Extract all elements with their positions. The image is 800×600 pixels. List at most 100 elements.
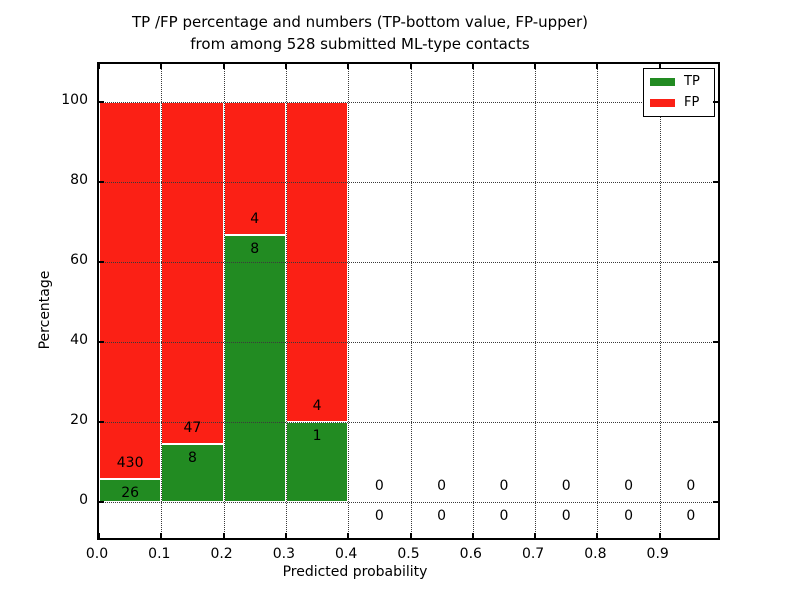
gridline-y-100 xyxy=(99,102,718,103)
gridline-x-0.7 xyxy=(535,64,537,538)
x-tick-top-0.6 xyxy=(471,64,474,69)
x-tick-top-0.3 xyxy=(284,64,287,69)
tp-count-label: 8 xyxy=(187,449,197,466)
fp-count-label: 430 xyxy=(116,455,144,472)
tp-count-label: 8 xyxy=(250,241,260,258)
x-tick-label-0.7: 0.7 xyxy=(521,546,545,562)
legend-label-TP: TP xyxy=(684,74,700,89)
fp-count-label: 4 xyxy=(250,211,260,228)
gridline-y-60 xyxy=(99,262,718,263)
fp-count-label: 4 xyxy=(312,398,322,414)
y-tick-right-20 xyxy=(713,421,718,423)
tp-bar-bin-0.2 xyxy=(223,235,286,502)
fp-count-label: 0 xyxy=(374,478,384,494)
x-tick-label-0.3: 0.3 xyxy=(272,546,296,562)
fp-bar-bin-0.1 xyxy=(161,102,224,444)
x-tick-label-0.2: 0.2 xyxy=(210,546,233,562)
fp-count-label: 0 xyxy=(561,478,571,494)
gridline-x-0.9 xyxy=(659,64,661,538)
y-tick-left-60 xyxy=(99,261,104,263)
x-tick-bottom-0.7 xyxy=(534,533,537,538)
legend-row-TP: TP xyxy=(650,75,707,89)
gridline-x-0.2 xyxy=(223,64,225,538)
fp-count-label: 0 xyxy=(686,478,696,494)
fp-bar-bin-0.0 xyxy=(99,102,162,480)
y-tick-label-20: 20 xyxy=(70,412,88,428)
x-axis-label: Predicted probability xyxy=(282,564,428,580)
y-tick-label-40: 40 xyxy=(70,332,88,348)
x-tick-label-0.6: 0.6 xyxy=(459,546,482,562)
y-tick-right-100 xyxy=(713,101,718,103)
gridline-y-0 xyxy=(99,502,718,503)
gridline-x-0.5 xyxy=(410,64,412,538)
x-tick-bottom-0.3 xyxy=(284,533,287,538)
chart-title-line1: TP /FP percentage and numbers (TP-bottom… xyxy=(132,13,588,31)
y-tick-left-80 xyxy=(99,181,104,183)
x-tick-bottom-0.0 xyxy=(98,533,100,538)
x-tick-top-0.7 xyxy=(534,64,537,69)
tp-count-label: 0 xyxy=(437,508,447,524)
tp-count-label: 0 xyxy=(686,508,696,524)
chart-title-line2: from among 528 submitted ML-type contact… xyxy=(190,35,530,53)
tp-bar-bin-0.0 xyxy=(99,479,162,502)
fp-count-label: 47 xyxy=(183,419,202,436)
y-tick-left-0 xyxy=(99,501,104,503)
gridline-x-0.3 xyxy=(285,64,287,538)
gridline-x-0.8 xyxy=(597,64,599,538)
y-tick-left-20 xyxy=(99,421,104,423)
x-tick-top-0.4 xyxy=(347,64,350,69)
gridline-x-0.6 xyxy=(472,64,474,538)
y-tick-left-100 xyxy=(99,101,104,103)
x-tick-top-0.1 xyxy=(160,64,163,69)
x-tick-top-0.9 xyxy=(658,64,661,69)
x-tick-label-0.9: 0.9 xyxy=(646,546,669,562)
x-tick-bottom-0.9 xyxy=(658,533,661,538)
x-tick-label-0.1: 0.1 xyxy=(148,546,171,562)
fp-count-label: 0 xyxy=(499,478,509,494)
gridline-y-20 xyxy=(99,422,718,423)
x-tick-top-0.2 xyxy=(222,64,225,69)
tp-count-label: 0 xyxy=(561,508,571,524)
y-tick-right-40 xyxy=(713,341,718,343)
fp-bar-bin-0.2 xyxy=(223,102,286,236)
tp-count-label: 26 xyxy=(121,485,140,502)
gridline-x-0.1 xyxy=(161,64,163,538)
x-tick-label-0.4: 0.4 xyxy=(335,546,358,562)
tp-bar-bin-0.3 xyxy=(285,422,349,502)
tp-count-label: 1 xyxy=(312,428,322,444)
gridline-x-0.4 xyxy=(348,64,350,538)
y-tick-label-80: 80 xyxy=(70,172,88,188)
x-tick-bottom-0.4 xyxy=(347,533,350,538)
legend-swatch-FP xyxy=(650,99,675,107)
tp-count-label: 0 xyxy=(499,508,509,524)
x-tick-bottom-0.5 xyxy=(409,533,412,538)
y-tick-label-60: 60 xyxy=(70,252,88,268)
x-tick-label-0.8: 0.8 xyxy=(584,546,607,562)
fp-count-label: 0 xyxy=(437,478,447,494)
y-tick-right-80 xyxy=(713,181,718,183)
tp-bar-bin-0.1 xyxy=(161,443,224,502)
y-tick-label-0: 0 xyxy=(79,492,88,508)
plot-area: TP FP 430 26 47 8 4 8 4 1 0 0 0 0 0 0 0 0 0 0 0 0 xyxy=(97,62,720,540)
x-tick-bottom-0.6 xyxy=(471,533,474,538)
x-tick-label-0.0: 0.0 xyxy=(85,546,109,562)
chart-title: TP /FP percentage and numbers (TP-bottom… xyxy=(10,11,710,55)
legend-row-FP: FP xyxy=(650,96,707,110)
legend: TP FP xyxy=(643,68,715,117)
x-tick-bottom-0.2 xyxy=(222,533,225,538)
y-tick-right-0 xyxy=(713,501,718,503)
x-tick-label-0.5: 0.5 xyxy=(397,546,420,562)
legend-swatch-TP xyxy=(650,78,675,86)
x-tick-top-0.8 xyxy=(596,64,599,69)
x-tick-bottom-0.8 xyxy=(596,533,599,538)
gridline-y-80 xyxy=(99,182,718,183)
x-tick-top-0.0 xyxy=(98,64,100,69)
tp-count-label: 0 xyxy=(374,508,384,524)
fp-count-label: 0 xyxy=(624,478,633,494)
gridline-y-40 xyxy=(99,342,718,343)
tp-count-label: 0 xyxy=(624,508,633,524)
y-tick-label-100: 100 xyxy=(61,92,88,108)
y-tick-right-60 xyxy=(713,261,718,263)
y-tick-left-40 xyxy=(99,341,104,343)
